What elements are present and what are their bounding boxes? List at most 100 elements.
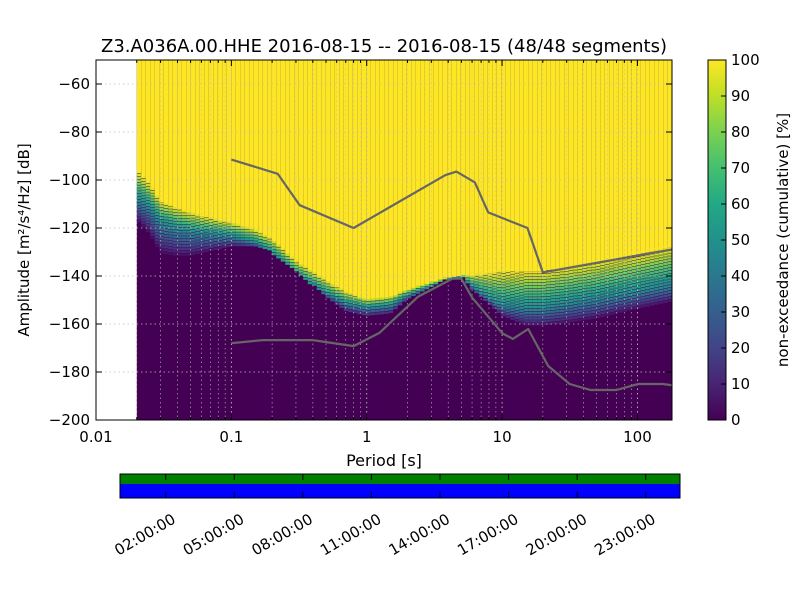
heatmap-cell — [163, 237, 169, 240]
heatmap-cell — [586, 305, 592, 308]
heatmap-cell — [312, 286, 318, 289]
heatmap-column — [424, 60, 430, 285]
heatmap-cell — [307, 278, 313, 282]
heatmap-cell — [136, 173, 142, 177]
heatmap-cell — [573, 284, 579, 288]
heatmap-cell — [496, 310, 502, 314]
heatmap-cell — [658, 269, 664, 273]
heatmap-cell — [618, 281, 624, 284]
heatmap-cell — [631, 275, 637, 278]
heatmap-cell — [649, 294, 655, 297]
x-tick-label: 100 — [623, 428, 652, 446]
heatmap-cell — [555, 301, 561, 304]
heatmap-cell — [631, 301, 637, 304]
heatmap-cell — [154, 233, 160, 236]
heatmap-cell — [177, 233, 183, 236]
heatmap-cell — [217, 234, 223, 238]
heatmap-cell — [609, 272, 615, 275]
heatmap-cell — [334, 296, 340, 299]
heatmap-cell — [141, 224, 147, 228]
heatmap-cell — [555, 298, 561, 301]
heatmap-cell — [213, 241, 219, 245]
heatmap-cell — [523, 268, 529, 271]
heatmap-cell — [361, 301, 367, 304]
heatmap-column — [514, 60, 520, 272]
heatmap-cell — [667, 270, 672, 274]
heatmap-cell — [631, 269, 637, 273]
y-axis: −200−180−160−140−120−100−80−60 — [49, 75, 672, 429]
heatmap-cell — [541, 317, 547, 320]
heatmap-cell — [550, 296, 556, 299]
heatmap-cell — [141, 178, 147, 182]
heatmap-cell — [532, 317, 538, 320]
heatmap-cell — [424, 286, 430, 290]
heatmap-cell — [145, 229, 151, 233]
heatmap-cell — [172, 241, 178, 244]
heatmap-cell — [204, 240, 210, 244]
heatmap-cell — [649, 288, 655, 292]
heatmap-cell — [334, 284, 340, 288]
heatmap-cell — [555, 304, 561, 307]
heatmap-cell — [253, 229, 259, 233]
heatmap-cell — [586, 279, 592, 283]
heatmap-cell — [658, 292, 664, 296]
y-tick-label: −180 — [49, 363, 90, 381]
heatmap-cell — [190, 221, 196, 224]
heatmap-cell — [186, 233, 192, 236]
heatmap-cell — [150, 199, 156, 202]
heatmap-cell — [618, 267, 624, 270]
heatmap-cell — [411, 293, 417, 297]
heatmap-cell — [339, 296, 345, 300]
heatmap-cell — [213, 221, 219, 224]
heatmap-cell — [136, 191, 142, 194]
heatmap-cell — [645, 289, 651, 293]
heatmap-cell — [613, 291, 619, 294]
heatmap-cell — [658, 284, 664, 287]
heatmap-cell — [195, 234, 201, 237]
heatmap-cell — [186, 210, 192, 213]
timeline-tick-label: 17:00:00 — [454, 510, 521, 559]
heatmap-cell — [618, 264, 624, 267]
heatmap-cell — [384, 299, 390, 303]
heatmap-cell — [244, 243, 250, 247]
heatmap-cell — [586, 319, 592, 323]
heatmap-cell — [627, 299, 633, 302]
heatmap-cell — [577, 298, 583, 301]
heatmap-cell — [231, 223, 237, 227]
heatmap-column — [627, 60, 633, 256]
heatmap-column — [528, 60, 534, 272]
heatmap-cell — [478, 283, 484, 286]
heatmap-cell — [555, 315, 561, 319]
heatmap-cell — [168, 203, 174, 206]
heatmap-cell — [181, 224, 187, 228]
heatmap-cell — [487, 287, 493, 291]
heatmap-cell — [195, 217, 201, 220]
heatmap-cell — [379, 311, 385, 315]
timeline-tick-label: 14:00:00 — [386, 510, 453, 559]
heatmap-cell — [249, 232, 255, 235]
heatmap-cell — [150, 236, 156, 239]
heatmap-cell — [631, 266, 637, 270]
heatmap-cell — [145, 209, 151, 213]
heatmap-cell — [496, 299, 502, 302]
heatmap-cell — [195, 243, 201, 246]
heatmap-cell — [645, 295, 651, 298]
heatmap-cell — [312, 274, 318, 277]
heatmap-cell — [474, 293, 480, 297]
heatmap-cell — [204, 246, 210, 250]
heatmap-cell — [154, 215, 160, 219]
heatmap-column — [645, 60, 651, 253]
heatmap-cell — [289, 256, 295, 260]
heatmap-cell — [595, 304, 601, 307]
heatmap-cell — [640, 279, 646, 282]
heatmap-cell — [181, 213, 187, 216]
heatmap-cell — [546, 282, 552, 285]
heatmap-cell — [483, 278, 489, 281]
heatmap-cell — [663, 280, 669, 283]
heatmap-cell — [150, 187, 156, 190]
heatmap-cell — [559, 323, 565, 327]
heatmap-cell — [388, 310, 394, 314]
heatmap-cell — [294, 268, 300, 272]
heatmap-cell — [654, 273, 660, 276]
heatmap-cell — [519, 292, 525, 295]
